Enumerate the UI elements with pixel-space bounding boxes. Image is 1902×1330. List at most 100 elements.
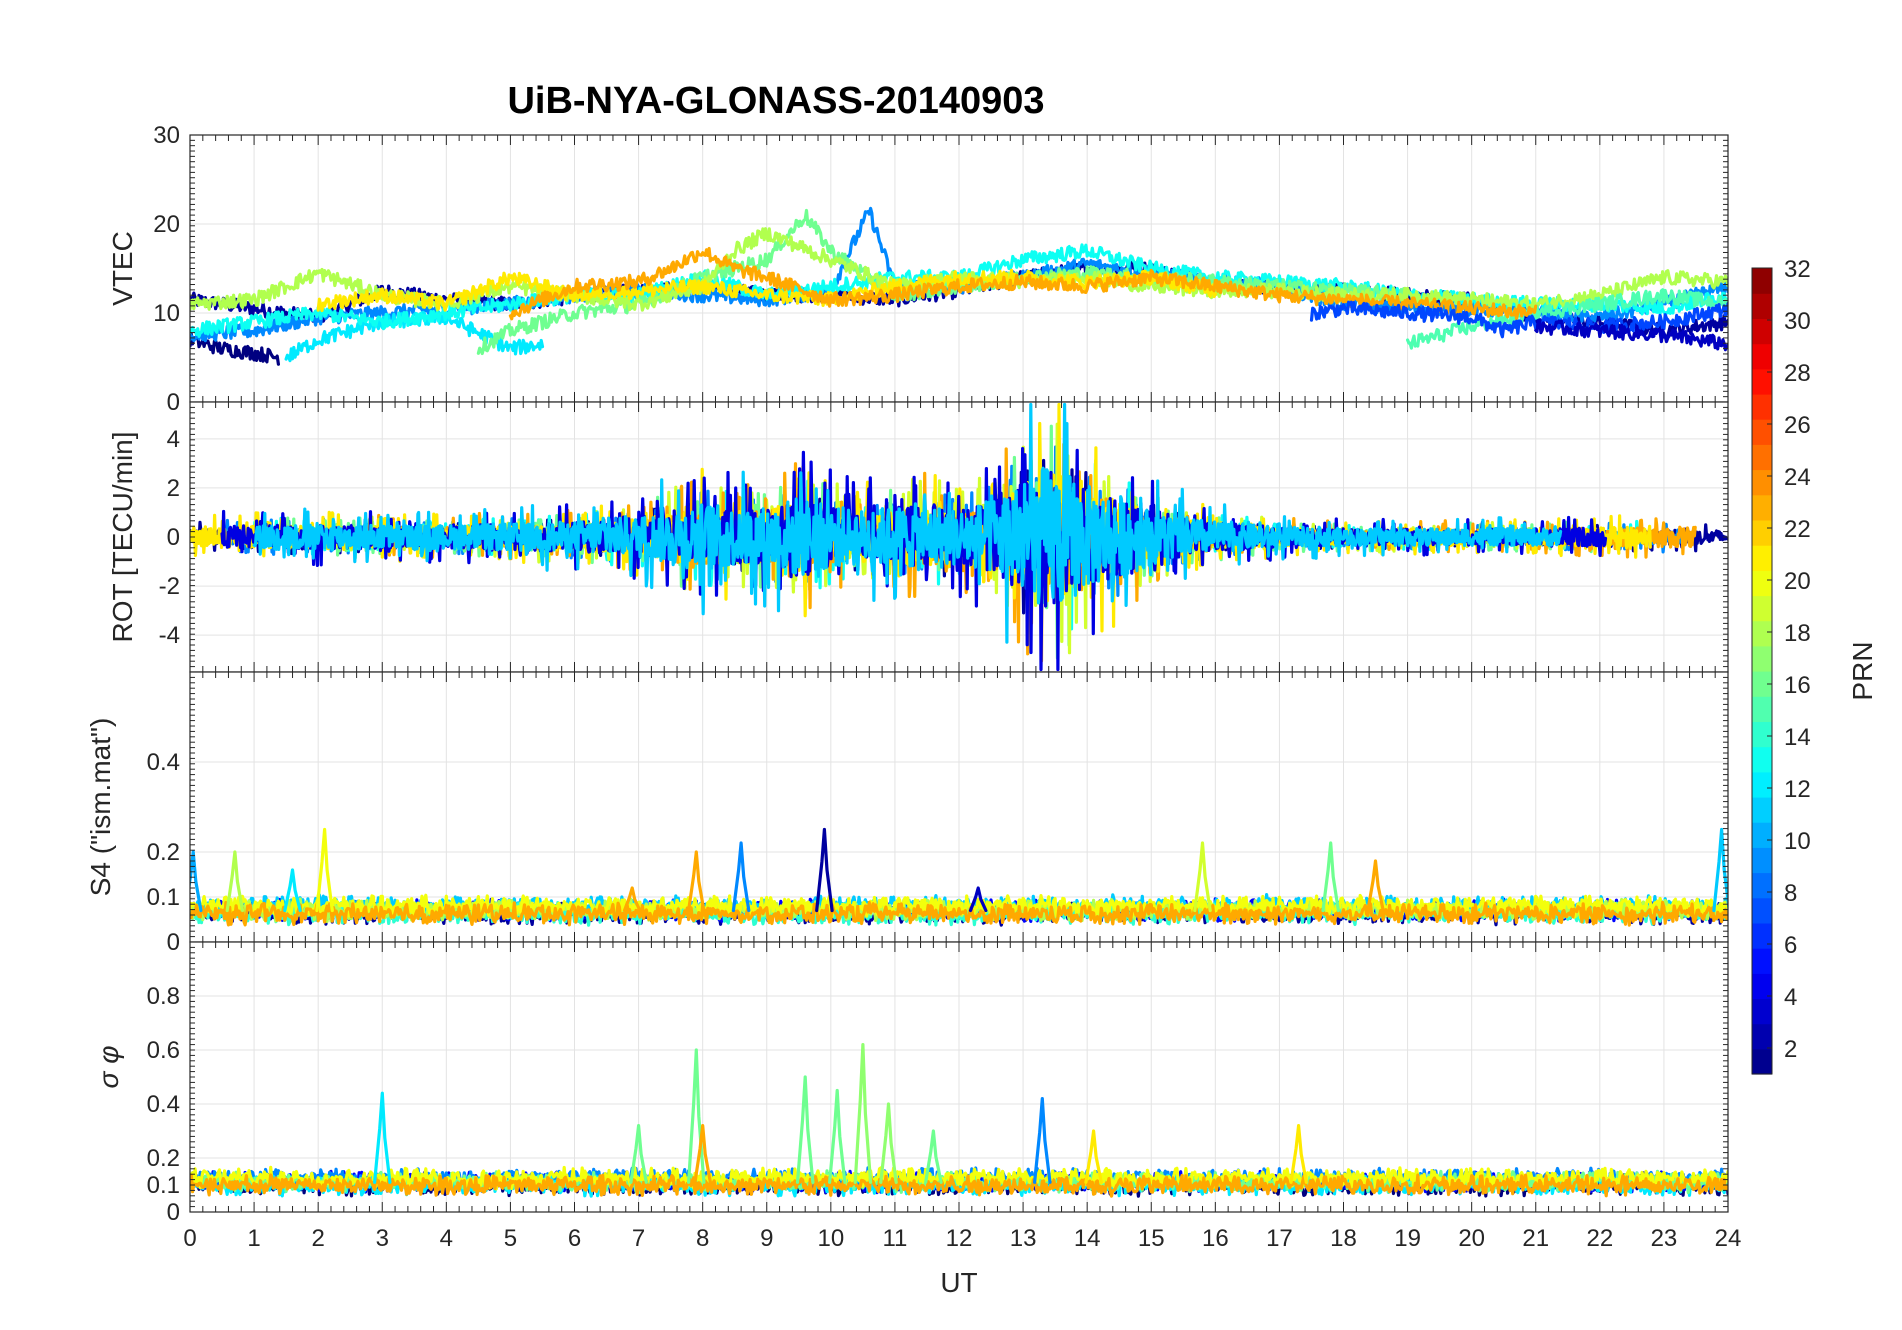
y-tick-label: 0.1 — [147, 1172, 180, 1199]
colorbar-tick-label: 4 — [1784, 984, 1797, 1011]
y-tick-label: 30 — [153, 122, 180, 149]
colorbar-tick-label: 12 — [1784, 776, 1811, 803]
colorbar-segment — [1752, 620, 1772, 647]
spike-prn-23 — [693, 1123, 713, 1184]
panel-rot: -4 -2 0 2 4 ROT [TECU/min] — [107, 401, 1729, 673]
colorbar-segment — [1752, 922, 1772, 949]
spike-prn-18 — [225, 850, 245, 913]
minor-ticks — [189, 941, 1729, 1213]
colorbar-segment — [1752, 318, 1772, 345]
spike-prn-9 — [731, 841, 751, 913]
colorbar-segment — [1752, 519, 1772, 546]
panel-sigma_phi: 00.10.20.40.60.8σ φ0 1 2 3 4 5 6 7 8 9 10 11 12 13 14 1… — [93, 941, 1742, 1298]
colorbar-segment — [1752, 847, 1772, 874]
x-tick-label: 0 — [183, 1225, 196, 1252]
spike-prn-16 — [924, 1129, 943, 1184]
colorbar-segment — [1752, 822, 1772, 848]
x-tick-label: 5 — [504, 1225, 517, 1252]
y-tick-label: 0.8 — [147, 983, 180, 1010]
x-tick-label: 17 — [1266, 1225, 1293, 1252]
spike-prn-17 — [879, 1102, 898, 1184]
y-tick-label: 0.1 — [147, 884, 180, 911]
colorbar-segment — [1752, 293, 1772, 319]
series-prn-23 — [190, 900, 1728, 927]
colorbar-segment — [1752, 570, 1772, 597]
colorbar-segment — [1752, 696, 1772, 722]
spike-prn-23 — [686, 850, 706, 913]
spike-prn-11 — [1712, 827, 1728, 913]
y-tick-label: 4 — [167, 426, 180, 453]
x-tick-label: 8 — [696, 1225, 709, 1252]
colorbar-segment — [1752, 444, 1772, 471]
x-tick-label: 22 — [1586, 1225, 1613, 1252]
x-tick-label: 6 — [568, 1225, 581, 1252]
x-tick-label: 14 — [1074, 1225, 1101, 1252]
y-tick-label: 0.6 — [147, 1037, 180, 1064]
spike-prn-23 — [622, 886, 642, 913]
colorbar-tick-label: 10 — [1784, 828, 1811, 855]
y-tick-label: 0.2 — [147, 1145, 180, 1172]
spike-prn-16 — [629, 1123, 648, 1184]
x-tick-label: 15 — [1138, 1225, 1165, 1252]
x-tick-label: 7 — [632, 1225, 645, 1252]
series-group — [190, 206, 1728, 366]
series-group — [190, 402, 1728, 672]
y-tick-label: 0.4 — [147, 1091, 180, 1118]
colorbar-segment — [1752, 343, 1772, 370]
colorbar-tick-label: 22 — [1784, 516, 1811, 543]
y-tick-label: 20 — [153, 211, 180, 238]
y-tick-label: 0.4 — [147, 749, 180, 776]
series-prn-1 — [190, 332, 280, 366]
spike-prn-21 — [1289, 1123, 1308, 1184]
spike-prn-19 — [1193, 841, 1212, 913]
y-tick-label: 10 — [153, 300, 180, 327]
x-tick-label: 24 — [1715, 1225, 1742, 1252]
colorbar-tick-label: 28 — [1784, 360, 1811, 387]
y-tick-label: -4 — [159, 622, 180, 649]
y-axis-label: σ φ — [93, 1046, 124, 1089]
minor-ticks — [189, 401, 1729, 673]
colorbar-segment — [1752, 545, 1772, 571]
colorbar-tick-label: 20 — [1784, 568, 1811, 595]
series-group — [190, 1042, 1728, 1198]
series-group — [190, 827, 1728, 927]
y-axis-label: S4 ("ism.mat") — [85, 718, 116, 897]
colorbar-segment — [1752, 393, 1772, 420]
x-tick-label: 21 — [1522, 1225, 1549, 1252]
colorbar-segment — [1752, 469, 1772, 496]
spike-prn-16 — [827, 1088, 847, 1184]
series-prn-7 — [1309, 300, 1728, 339]
y-axis-label: ROT [TECU/min] — [107, 431, 138, 642]
y-tick-label: -2 — [159, 573, 180, 600]
colorbar-tick-label: 16 — [1784, 672, 1811, 699]
colorbar-label: PRN — [1847, 641, 1878, 700]
colorbar-tick-label: 30 — [1784, 308, 1811, 335]
spike-prn-16 — [1321, 841, 1341, 913]
colorbar-segment — [1752, 419, 1772, 445]
colorbar-tick-label: 26 — [1784, 412, 1811, 439]
spike-prn-20 — [315, 827, 334, 913]
x-tick-label: 10 — [817, 1225, 844, 1252]
x-tick-label: 19 — [1394, 1225, 1421, 1252]
colorbar-segment — [1752, 268, 1772, 294]
spike-prn-17 — [853, 1042, 873, 1184]
colorbar-segment — [1752, 1023, 1772, 1050]
colorbar-segment — [1752, 721, 1772, 748]
series-prn-12 — [284, 310, 545, 363]
y-tick-label: 0.2 — [147, 839, 180, 866]
colorbar-segment — [1752, 595, 1772, 622]
x-tick-label: 11 — [882, 1225, 907, 1252]
colorbar-segment — [1752, 973, 1772, 1000]
spike-prn-16 — [795, 1075, 815, 1184]
x-axis-label: UT — [940, 1267, 977, 1298]
x-tick-label: 1 — [247, 1225, 260, 1252]
x-tick-label: 16 — [1202, 1225, 1229, 1252]
x-tick-label: 20 — [1458, 1225, 1485, 1252]
colorbar-tick-label: 18 — [1784, 620, 1811, 647]
series-prn-20 — [190, 893, 1728, 920]
colorbar-segment — [1752, 897, 1772, 924]
colorbar-segment — [1752, 872, 1772, 899]
